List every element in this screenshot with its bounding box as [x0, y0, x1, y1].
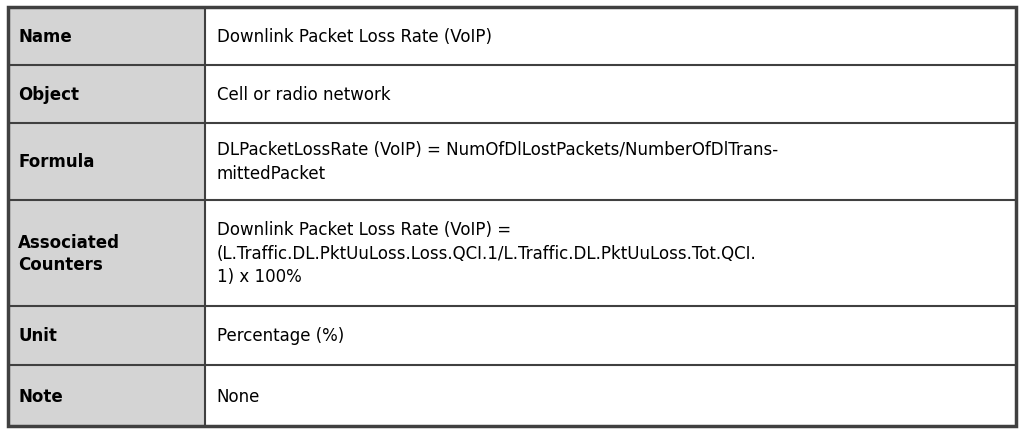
- Bar: [8, 306, 205, 365]
- Text: Unit: Unit: [18, 327, 57, 345]
- Text: Associated
Counters: Associated Counters: [18, 233, 120, 273]
- Text: Object: Object: [18, 85, 79, 103]
- Bar: [205, 66, 1016, 123]
- Text: Name: Name: [18, 28, 72, 46]
- Text: Percentage (%): Percentage (%): [216, 327, 344, 345]
- Bar: [205, 365, 1016, 426]
- Text: None: None: [216, 387, 260, 405]
- Bar: [205, 123, 1016, 200]
- Bar: [205, 200, 1016, 306]
- Bar: [8, 123, 205, 200]
- Bar: [8, 200, 205, 306]
- Bar: [8, 8, 205, 66]
- Text: Formula: Formula: [18, 153, 94, 171]
- Bar: [205, 306, 1016, 365]
- Text: DLPacketLossRate (VoIP) = NumOfDlLostPackets/NumberOfDlTrans-
mittedPacket: DLPacketLossRate (VoIP) = NumOfDlLostPac…: [216, 141, 777, 182]
- Text: Cell or radio network: Cell or radio network: [216, 85, 390, 103]
- Text: Downlink Packet Loss Rate (VoIP) =
(L.Traffic.DL.PktUuLoss.Loss.QCI.1/L.Traffic.: Downlink Packet Loss Rate (VoIP) = (L.Tr…: [216, 220, 757, 286]
- Bar: [8, 66, 205, 123]
- Bar: [8, 365, 205, 426]
- Text: Downlink Packet Loss Rate (VoIP): Downlink Packet Loss Rate (VoIP): [216, 28, 492, 46]
- Text: Note: Note: [18, 387, 62, 405]
- Bar: [205, 8, 1016, 66]
